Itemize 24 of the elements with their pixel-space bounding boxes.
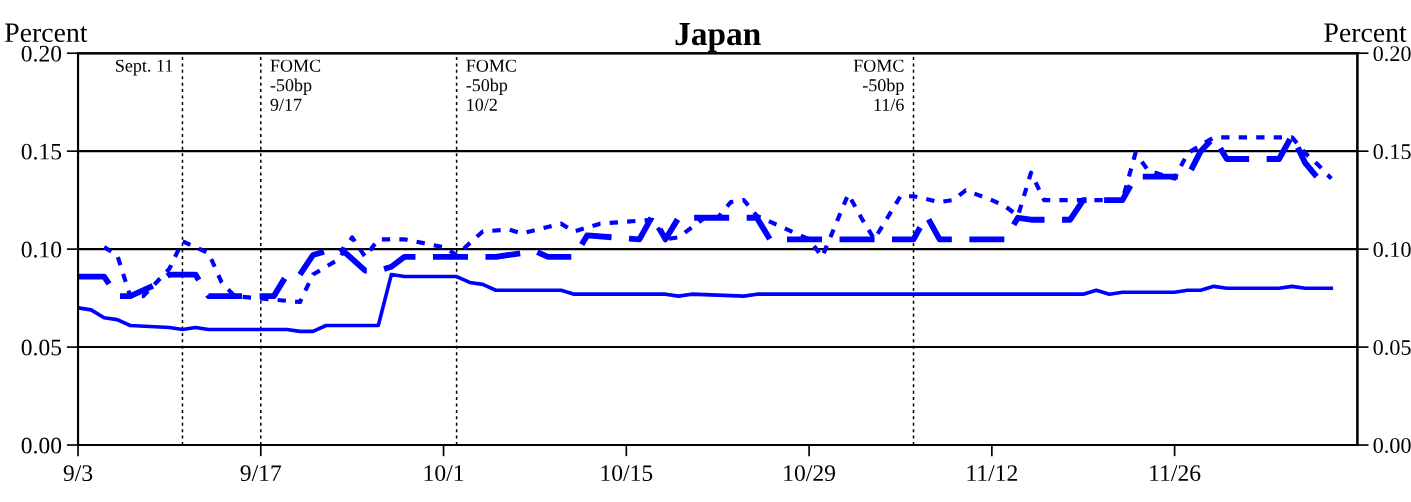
y-tick-label: 0.00 xyxy=(21,437,62,454)
y2-axis-title: Percent xyxy=(1324,23,1407,43)
ref-line-label: FOMC -50bp 9/17 xyxy=(270,59,321,111)
y2-tick-label: 0.00 xyxy=(1373,437,1411,454)
x-tick-label: 11/26 xyxy=(1150,465,1201,482)
ref-line-label: Sept. 11 xyxy=(116,59,173,76)
ref-line-label: FOMC -50bp 10/2 xyxy=(466,59,516,111)
y-tick-label: 0.05 xyxy=(21,339,62,356)
y2-tick-label: 0.05 xyxy=(1373,340,1411,356)
chart-title: Japan xyxy=(675,23,761,52)
x-tick-label: 9/3 xyxy=(63,465,93,482)
ref-line-label: FOMC -50bp 11/6 xyxy=(853,59,904,111)
y2-tick-label: 0.20 xyxy=(1373,46,1411,62)
x-tick-label: 10/29 xyxy=(784,465,836,482)
y-tick-label: 0.20 xyxy=(21,45,62,62)
x-tick-label: 10/15 xyxy=(601,465,653,482)
y-axis-title: Percent xyxy=(5,23,88,43)
y-tick-label: 0.15 xyxy=(21,143,62,160)
y-tick-label: 0.10 xyxy=(21,241,62,258)
x-tick-label: 10/1 xyxy=(424,465,464,482)
y2-tick-label: 0.15 xyxy=(1373,144,1411,160)
x-tick-label: 9/17 xyxy=(240,465,282,482)
y2-tick-label: 0.10 xyxy=(1373,242,1411,258)
x-tick-label: 11/12 xyxy=(967,465,1017,482)
